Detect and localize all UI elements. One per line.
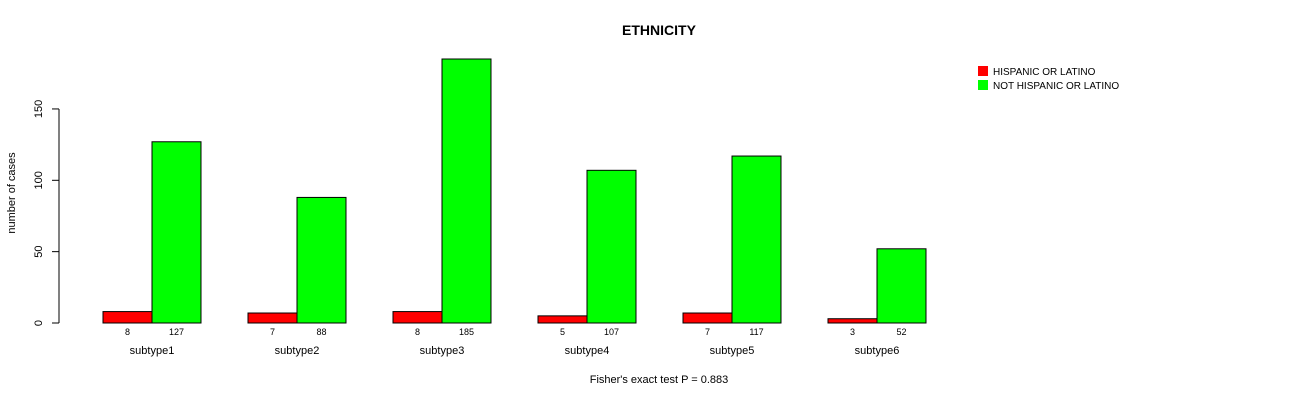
bar-value-label: 7 <box>705 327 710 337</box>
bar-value-label: 8 <box>415 327 420 337</box>
bar-subtype1-not-hispanic <box>151 141 202 324</box>
bar-value-label: 107 <box>604 327 619 337</box>
bar-subtype4-not-hispanic <box>586 169 637 324</box>
bar-subtype6-hispanic <box>827 318 878 324</box>
x-axis-label: Fisher's exact test P = 0.883 <box>590 374 729 386</box>
bar-value-label: 127 <box>169 327 184 337</box>
chart-title: ETHNICITY <box>622 22 697 38</box>
bar-subtype5-not-hispanic <box>731 155 782 324</box>
category-label: subtype2 <box>275 345 320 357</box>
bar-subtype3-hispanic <box>392 311 443 324</box>
legend: HISPANIC OR LATINO NOT HISPANIC OR LATINO <box>978 66 1119 92</box>
bar-value-label: 3 <box>850 327 855 337</box>
category-label: subtype4 <box>565 345 610 357</box>
bar-subtype6-not-hispanic <box>876 248 927 324</box>
bar-subtype1-hispanic <box>102 311 153 324</box>
category-label: subtype6 <box>855 345 900 357</box>
bar-value-label: 88 <box>316 327 326 337</box>
y-tick-label: 100 <box>33 171 45 189</box>
bar-value-label: 185 <box>459 327 474 337</box>
legend-swatch <box>978 66 988 76</box>
bar-subtype5-hispanic <box>682 312 733 324</box>
bar-subtype2-hispanic <box>247 312 298 324</box>
bar-value-label: 5 <box>560 327 565 337</box>
legend-label: HISPANIC OR LATINO <box>993 67 1096 78</box>
category-label: subtype3 <box>420 345 465 357</box>
bar-value-label: 7 <box>270 327 275 337</box>
y-tick-label: 50 <box>33 246 45 258</box>
legend-label: NOT HISPANIC OR LATINO <box>993 81 1119 92</box>
y-axis-label: number of cases <box>6 152 18 234</box>
y-axis: 0 50 100 150 <box>33 100 60 326</box>
y-tick-label: 0 <box>33 320 45 326</box>
bar-subtype4-hispanic <box>537 315 588 324</box>
category-label: subtype1 <box>130 345 175 357</box>
bar-value-label: 52 <box>896 327 906 337</box>
bars-group: 8 127 subtype1 7 88 subtype2 8 185 subtype3 5 107 s… <box>102 58 927 357</box>
bar-subtype2-not-hispanic <box>296 196 347 324</box>
bar-subtype3-not-hispanic <box>441 58 492 324</box>
bar-value-label: 117 <box>749 327 763 337</box>
y-tick-label: 150 <box>33 100 45 118</box>
bar-value-label: 8 <box>125 327 130 337</box>
category-label: subtype5 <box>710 345 755 357</box>
legend-swatch <box>978 80 988 90</box>
